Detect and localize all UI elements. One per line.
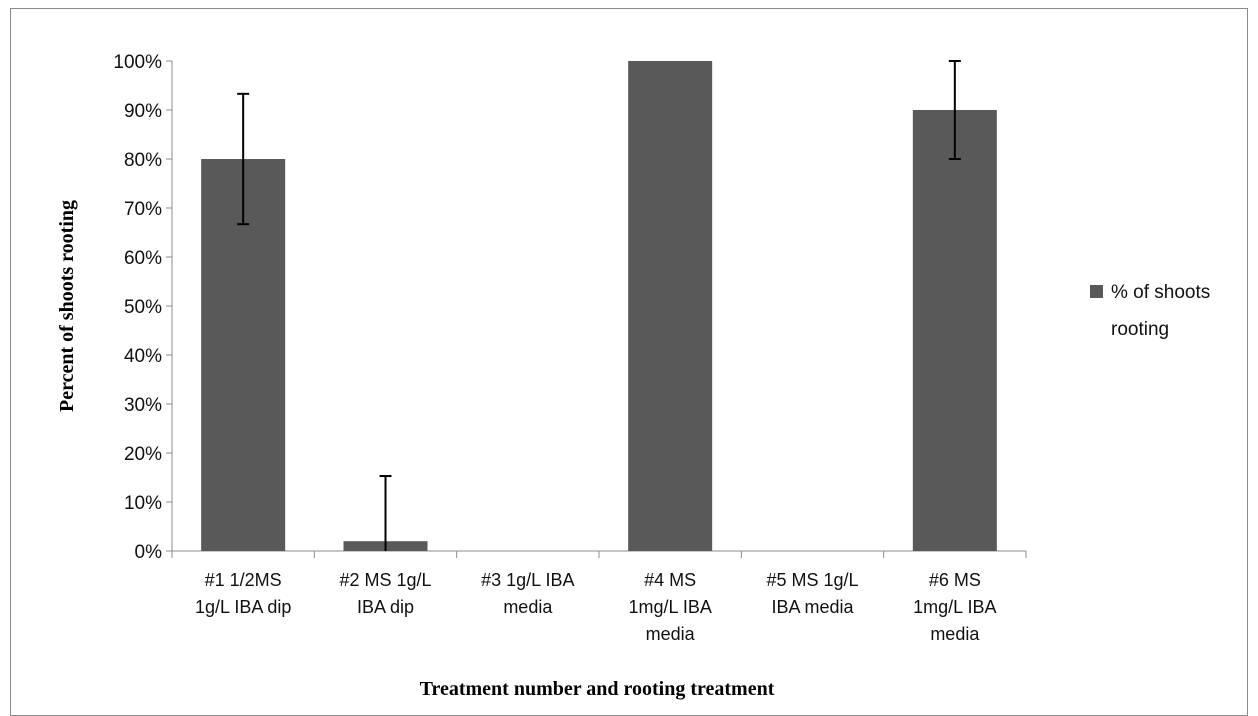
x-tick-label: IBA dip (357, 597, 414, 617)
y-tick-label: 90% (124, 101, 162, 122)
y-tick-label: 10% (124, 493, 162, 514)
y-tick-label: 80% (124, 150, 162, 171)
legend: % of shoots rooting (1090, 282, 1210, 340)
bar (628, 61, 713, 551)
y-tick-label: 20% (124, 444, 162, 465)
bar (912, 110, 997, 551)
x-tick-label: #1 1/2MS (205, 570, 282, 590)
legend-label-line2: rooting (1111, 319, 1169, 340)
x-tick-label: media (646, 624, 696, 644)
x-tick-label: 1mg/L IBA (628, 597, 711, 617)
y-tick-label: 100% (113, 52, 162, 73)
x-tick-label: 1mg/L IBA (913, 597, 996, 617)
x-axis-title: Treatment number and rooting treatment (420, 678, 775, 700)
y-tick-label: 0% (135, 542, 163, 563)
x-tick-label: #2 MS 1g/L (339, 570, 431, 590)
x-tick-label: 1g/L IBA dip (195, 597, 291, 617)
legend-swatch (1090, 285, 1103, 298)
x-tick-label: #4 MS (644, 570, 696, 590)
y-tick-label: 30% (124, 395, 162, 416)
labels: 0% 10% 20% 30% 40% 50% 60% 70% 80% 90% 100% #1 1/2M… (113, 52, 996, 644)
y-tick-label: 40% (124, 346, 162, 367)
y-tick-label: 70% (124, 199, 162, 220)
x-tick-label: media (930, 624, 980, 644)
x-tick-label: #6 MS (929, 570, 981, 590)
x-tick-label: #3 1g/L IBA (481, 570, 574, 590)
bars (201, 61, 997, 551)
axes (166, 60, 1027, 558)
x-tick-label: media (503, 597, 553, 617)
x-tick-label: IBA media (771, 597, 854, 617)
error-bars (237, 60, 961, 551)
y-axis-title: Percent of shoots rooting (56, 200, 78, 412)
y-tick-label: 60% (124, 248, 162, 269)
y-tick-label: 50% (124, 297, 162, 318)
legend-label-line1: % of shoots (1111, 282, 1210, 303)
x-tick-label: #5 MS 1g/L (766, 570, 858, 590)
